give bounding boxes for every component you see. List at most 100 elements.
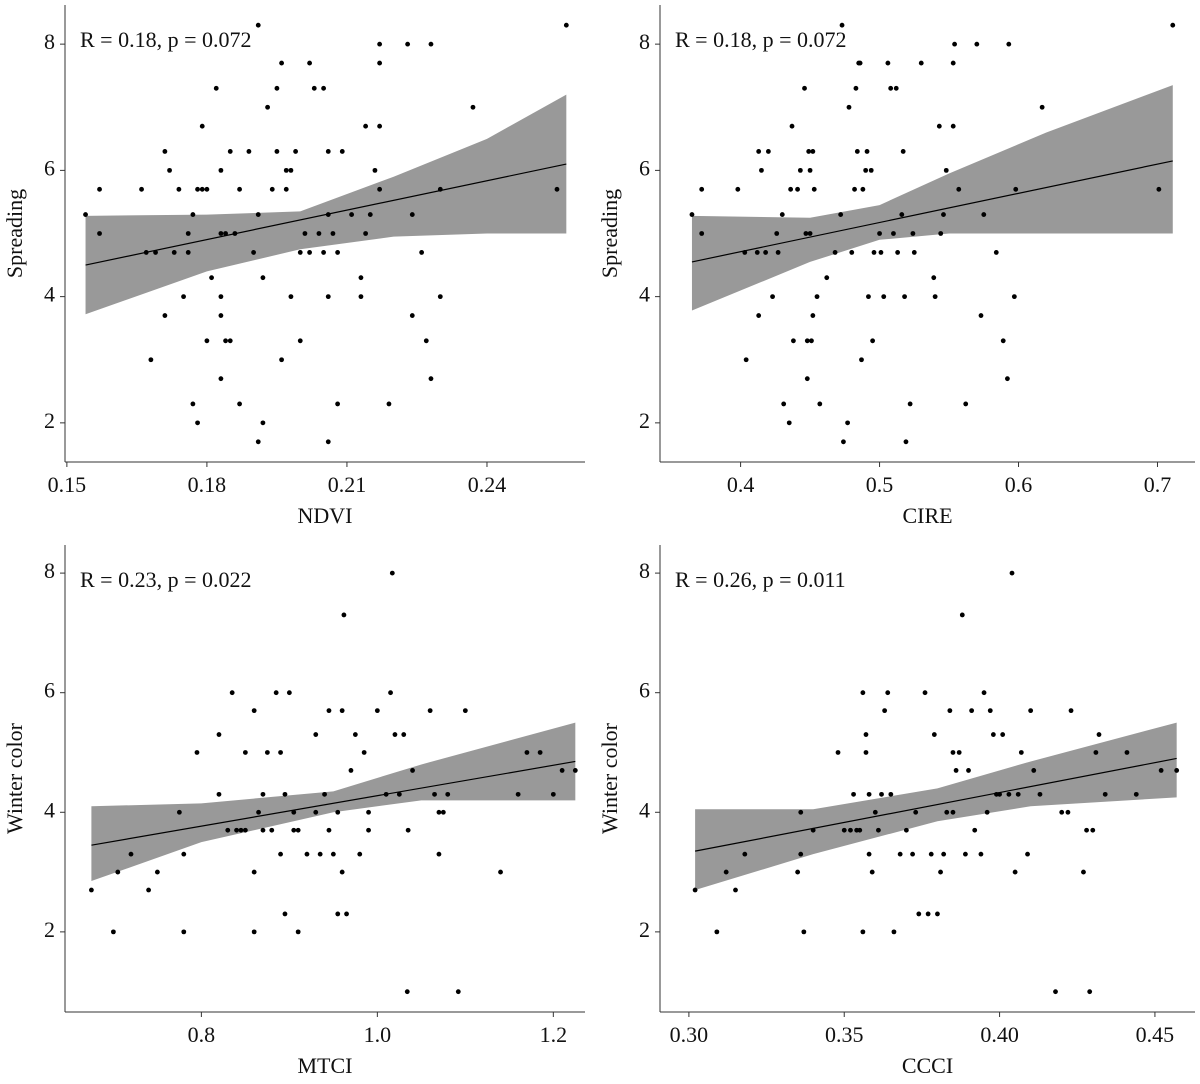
point	[1013, 186, 1019, 192]
point	[944, 809, 950, 815]
point	[153, 250, 158, 255]
point	[804, 376, 810, 382]
point	[218, 294, 224, 300]
point	[807, 231, 813, 236]
point	[978, 313, 984, 318]
point	[232, 231, 238, 236]
point	[307, 250, 312, 255]
point	[770, 294, 775, 300]
y-tick-label: 8	[44, 29, 55, 54]
point	[470, 104, 476, 110]
point	[1006, 41, 1012, 47]
point	[774, 231, 780, 236]
point	[176, 809, 182, 815]
point	[295, 827, 301, 833]
point	[910, 231, 916, 236]
point	[763, 250, 769, 255]
y-tick-label: 6	[639, 155, 650, 180]
point	[313, 732, 319, 737]
point	[881, 294, 887, 300]
y-tick-label: 8	[639, 29, 650, 54]
point	[956, 750, 962, 755]
point	[339, 708, 345, 714]
panel: 2 4 6 8 0.15 0.18 0.21 0.24 NDVI Spreading R = 0.1…	[2, 5, 585, 528]
point	[251, 929, 257, 935]
point	[742, 250, 748, 255]
x-tick-label: 0.45	[1136, 1022, 1175, 1047]
point	[341, 612, 347, 618]
point	[804, 338, 810, 344]
point	[428, 41, 434, 47]
point	[735, 186, 741, 192]
point	[291, 827, 297, 833]
annotation: R = 0.26, p = 0.011	[675, 567, 846, 592]
point	[409, 212, 415, 217]
point	[265, 104, 270, 110]
point	[997, 791, 1002, 797]
point	[795, 186, 800, 192]
point	[237, 186, 242, 192]
point	[938, 231, 944, 236]
point	[223, 231, 228, 236]
point	[1037, 791, 1043, 797]
x-tick-label: 0.21	[328, 472, 367, 497]
y-tick-label: 6	[44, 678, 55, 703]
point	[1102, 791, 1108, 797]
point	[97, 231, 102, 236]
point	[181, 851, 187, 857]
point	[199, 123, 205, 129]
point	[981, 212, 987, 217]
point	[223, 338, 228, 344]
y-tick-label: 4	[639, 282, 650, 307]
point	[1093, 750, 1099, 755]
point	[963, 851, 968, 857]
point	[950, 809, 956, 815]
point	[987, 708, 993, 714]
point	[313, 809, 319, 815]
point	[860, 690, 866, 696]
x-tick-label: 0.35	[825, 1022, 864, 1047]
x-tick-label: 0.24	[468, 472, 507, 497]
point	[911, 250, 917, 255]
x-tick-label: 0.6	[1005, 472, 1033, 497]
confidence-band	[695, 722, 1177, 891]
point	[363, 231, 369, 236]
point	[765, 149, 771, 154]
point	[366, 809, 371, 815]
point	[966, 768, 971, 773]
point	[162, 313, 168, 318]
point	[185, 250, 191, 255]
point	[225, 827, 231, 833]
point	[260, 791, 266, 797]
point	[176, 186, 182, 192]
point	[1006, 791, 1012, 797]
panel: 2 4 6 8 0.30 0.35 0.40 0.45 CCCI Winter color R = …	[597, 545, 1195, 1078]
point	[811, 186, 817, 192]
point	[863, 732, 869, 737]
point	[885, 690, 891, 696]
point	[841, 439, 846, 445]
point	[227, 338, 233, 344]
x-tick-label: 0.5	[866, 472, 894, 497]
point	[1084, 827, 1089, 833]
point	[367, 212, 373, 217]
point	[255, 212, 261, 217]
point	[978, 851, 984, 857]
point	[440, 809, 446, 815]
point	[797, 167, 803, 173]
point	[810, 149, 816, 154]
point	[550, 791, 556, 797]
point	[167, 167, 172, 173]
point	[866, 791, 872, 797]
point	[437, 294, 443, 300]
point	[876, 827, 881, 833]
point	[943, 167, 949, 173]
point	[251, 250, 256, 255]
point	[227, 149, 233, 154]
point	[743, 357, 749, 363]
point	[1005, 376, 1010, 382]
point	[216, 791, 222, 797]
point	[321, 85, 326, 91]
x-tick-label: 0.7	[1144, 472, 1172, 497]
point	[759, 167, 764, 173]
